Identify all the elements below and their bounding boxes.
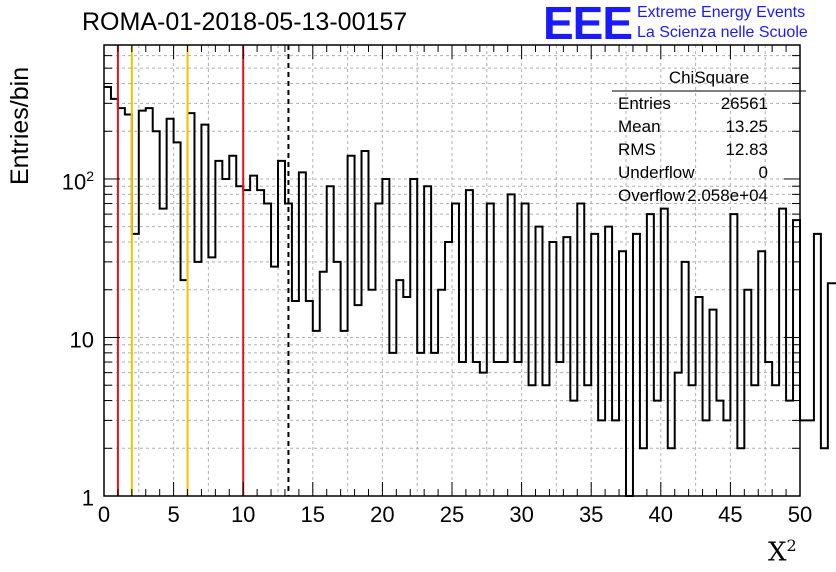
stat-name-entries: Entries bbox=[618, 94, 671, 113]
y-tick-exp: 2 bbox=[86, 168, 94, 184]
y-tick-base: 10 bbox=[69, 327, 94, 353]
stat-value-underflow: 0 bbox=[758, 163, 768, 182]
x-tick-label: 40 bbox=[648, 502, 674, 527]
x-tick-label: 10 bbox=[230, 502, 256, 527]
eee-logo: EEE bbox=[543, 0, 633, 49]
x-tick-label: 45 bbox=[718, 502, 743, 527]
x-tick-label: 35 bbox=[578, 502, 604, 527]
stat-name-underflow: Underflow bbox=[618, 163, 695, 182]
y-tick-base: 1 bbox=[81, 485, 94, 511]
stat-value-mean: 13.25 bbox=[725, 117, 768, 136]
chart-title: ROMA-01-2018-05-13-00157 bbox=[82, 8, 408, 36]
stat-value-entries: 26561 bbox=[720, 94, 768, 113]
y-tick-label: 102 bbox=[62, 168, 94, 195]
x-tick-label: 15 bbox=[300, 502, 326, 527]
stat-name-rms: RMS bbox=[618, 140, 656, 159]
eee-logo-line1: Extreme Energy Events bbox=[637, 4, 806, 21]
x-tick-label: 50 bbox=[787, 502, 813, 527]
x-tick-label: 30 bbox=[509, 502, 534, 527]
x-tick-label: 20 bbox=[370, 502, 395, 527]
x-axis-label-sup: 2 bbox=[786, 536, 797, 555]
x-axis-label: X2 bbox=[768, 536, 797, 568]
y-tick-label: 10 bbox=[70, 326, 94, 353]
histogram-line bbox=[104, 86, 836, 497]
y-tick-base: 10 bbox=[61, 169, 87, 195]
x-tick-label: 25 bbox=[439, 502, 465, 527]
eee-logo-line2: La Scienza nelle Scuole bbox=[637, 24, 808, 41]
stat-value-rms: 12.83 bbox=[725, 140, 768, 159]
x-axis-label-base: X bbox=[768, 537, 787, 568]
stat-name-mean: Mean bbox=[618, 117, 661, 136]
y-tick-label: 1 bbox=[82, 484, 94, 511]
y-axis-label: Entries/bin bbox=[6, 66, 34, 185]
x-tick-label: 0 bbox=[97, 502, 111, 527]
stat-name-overflow: Overflow bbox=[618, 186, 686, 205]
x-tick-label: 5 bbox=[167, 502, 180, 527]
stat-value-overflow: 2.058e+04 bbox=[687, 186, 768, 205]
stats-title: ChiSquare bbox=[668, 68, 750, 87]
